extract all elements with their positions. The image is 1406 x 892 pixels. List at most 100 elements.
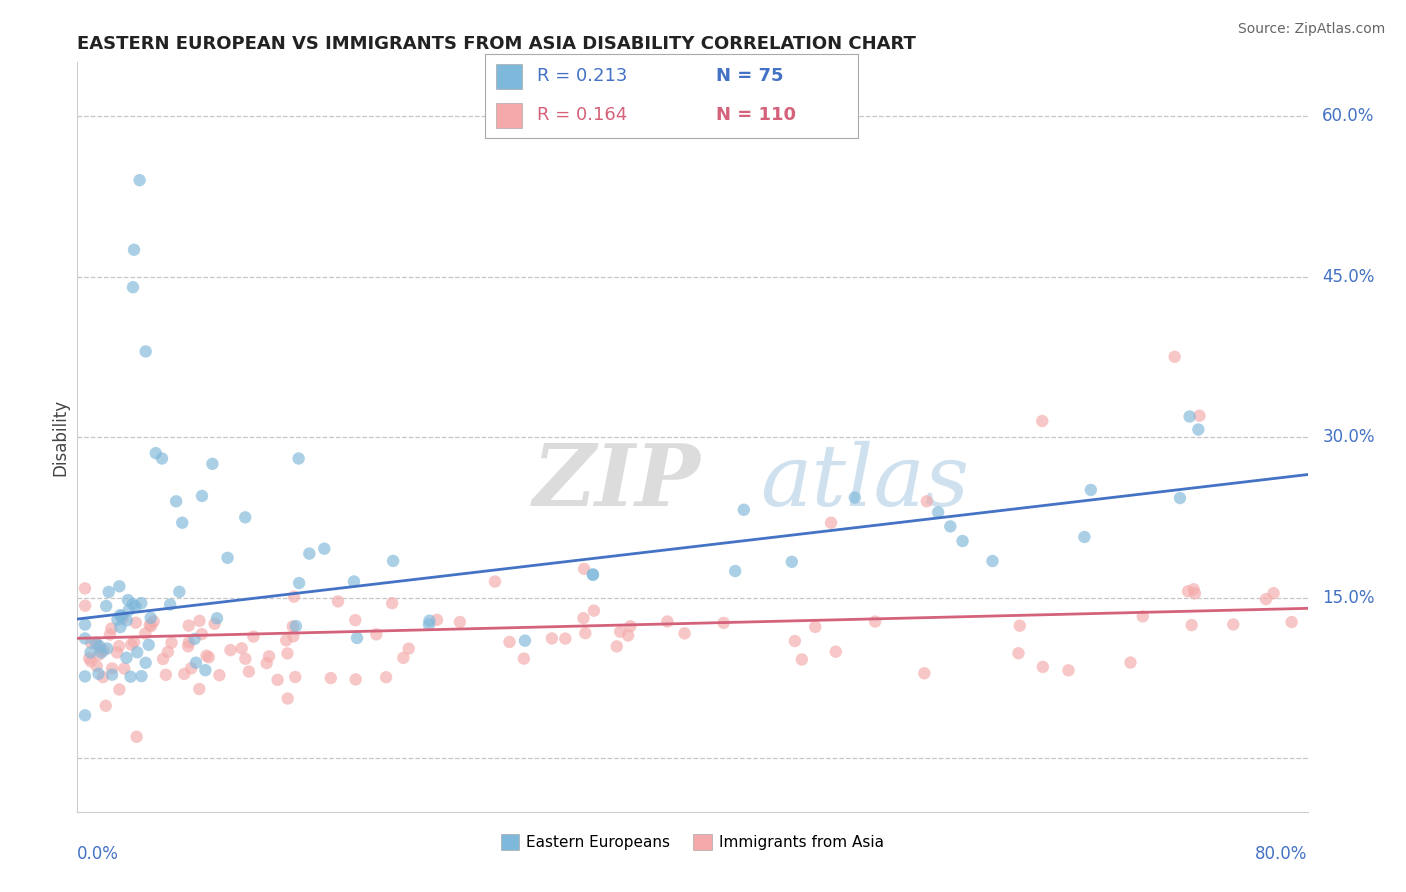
Point (197, 650, 219, 665)
Point (122, 280, 145, 294)
Point (110, 609, 132, 624)
Point (513, 651, 536, 665)
Point (1222, 617, 1244, 632)
Point (713, 615, 735, 630)
Point (120, 638, 142, 652)
Point (115, 613, 138, 627)
Point (100, 622, 122, 636)
Point (233, 510, 256, 524)
Point (160, 636, 183, 650)
Point (156, 645, 179, 659)
Point (1188, 409, 1211, 423)
Point (139, 619, 162, 633)
Point (111, 611, 134, 625)
Point (657, 615, 679, 629)
Point (86, 659, 108, 673)
Point (344, 673, 367, 687)
Point (235, 652, 257, 666)
Point (89, 639, 111, 653)
Point (915, 494, 938, 508)
Point (572, 562, 595, 576)
Point (498, 635, 520, 649)
Point (780, 555, 803, 569)
Point (79, 645, 101, 659)
Point (93, 643, 115, 657)
Point (582, 567, 605, 582)
Point (73, 708, 96, 723)
Point (90, 645, 112, 659)
Point (283, 590, 305, 604)
Point (195, 648, 218, 663)
Text: ZIP: ZIP (533, 441, 700, 524)
Point (135, 656, 157, 670)
Point (84, 635, 107, 649)
Point (98, 627, 121, 641)
Point (344, 613, 367, 627)
Point (87, 666, 110, 681)
Point (382, 554, 405, 568)
Point (96, 599, 118, 613)
Point (288, 576, 311, 591)
Point (733, 502, 755, 516)
Point (122, 635, 145, 649)
Text: EASTERN EUROPEAN VS IMMIGRANTS FROM ASIA DISABILITY CORRELATION CHART: EASTERN EUROPEAN VS IMMIGRANTS FROM ASIA… (77, 35, 917, 53)
Text: 80.0%: 80.0% (1256, 846, 1308, 863)
Point (194, 663, 217, 677)
Point (108, 639, 131, 653)
Point (617, 628, 640, 642)
Point (266, 673, 288, 687)
Text: atlas: atlas (761, 441, 969, 524)
Point (108, 579, 131, 593)
Text: 45.0%: 45.0% (1323, 268, 1375, 285)
Point (124, 599, 146, 614)
Point (484, 574, 506, 589)
Point (298, 547, 321, 561)
Point (381, 596, 404, 610)
Point (256, 656, 278, 670)
Point (80, 655, 103, 669)
Point (177, 618, 200, 632)
Point (276, 633, 298, 648)
Point (606, 640, 628, 654)
Point (139, 611, 162, 625)
Point (284, 670, 307, 684)
Point (110, 620, 132, 634)
Point (96, 641, 118, 656)
Point (101, 667, 124, 681)
Point (201, 457, 224, 471)
Point (1281, 615, 1303, 629)
Point (205, 611, 228, 625)
Point (281, 619, 304, 633)
Point (426, 613, 449, 627)
Point (73, 669, 96, 683)
Point (177, 640, 200, 654)
Text: 15.0%: 15.0% (1323, 589, 1375, 607)
Point (319, 671, 342, 685)
Point (952, 534, 974, 549)
Legend: Eastern Europeans, Immigrants from Asia: Eastern Europeans, Immigrants from Asia (495, 829, 890, 856)
Point (125, 730, 148, 744)
Point (863, 615, 886, 629)
Point (1182, 582, 1205, 597)
Point (326, 594, 349, 608)
Text: Source: ZipAtlas.com: Source: ZipAtlas.com (1237, 22, 1385, 37)
Point (257, 649, 280, 664)
Point (101, 661, 124, 675)
Text: 30.0%: 30.0% (1323, 428, 1375, 446)
Text: N = 75: N = 75 (716, 68, 783, 86)
Point (277, 691, 299, 706)
Point (117, 603, 139, 617)
Point (939, 519, 962, 533)
Point (392, 650, 415, 665)
Point (844, 491, 866, 505)
Point (609, 624, 631, 639)
Point (366, 627, 388, 641)
Point (1168, 491, 1191, 505)
Point (398, 641, 420, 656)
Point (724, 564, 747, 578)
Point (208, 668, 231, 682)
Point (912, 666, 935, 681)
Point (1073, 530, 1095, 544)
Point (169, 584, 191, 599)
Point (165, 494, 187, 508)
